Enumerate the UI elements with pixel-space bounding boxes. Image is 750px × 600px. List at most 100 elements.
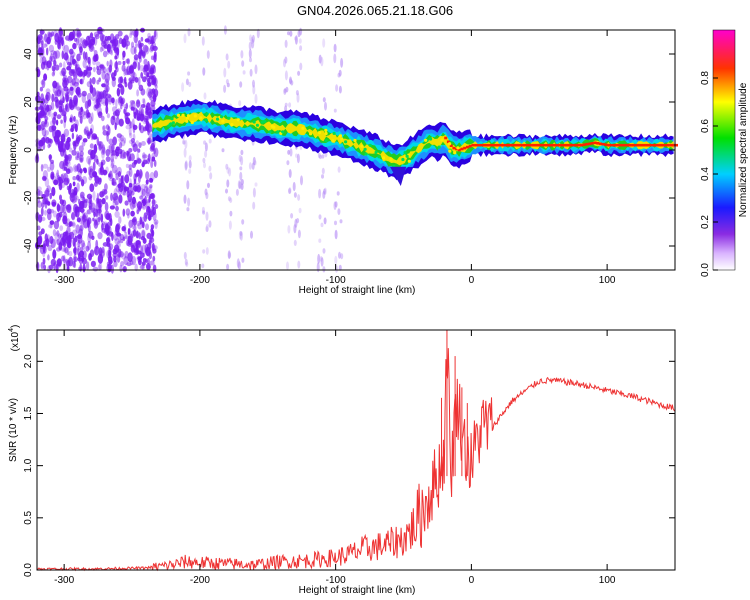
noise-blob: [41, 56, 47, 65]
noise-blob: [144, 191, 151, 198]
noise-streak: [182, 140, 186, 145]
noise-blob: [72, 68, 76, 77]
noise-blob: [96, 106, 102, 117]
noise-blob: [66, 226, 71, 235]
noise-blob: [123, 67, 126, 77]
noise-blob: [108, 64, 113, 73]
noise-blob: [77, 239, 81, 248]
noise-streak: [297, 260, 301, 269]
noise-blob: [73, 85, 77, 92]
noise-blob: [143, 69, 148, 76]
noise-blob: [124, 231, 128, 240]
noise-streak: [319, 154, 322, 160]
noise-blob: [151, 242, 155, 252]
ridge-hotspot: [281, 130, 285, 134]
noise-streak: [249, 57, 252, 63]
noise-blob: [75, 156, 79, 161]
noise-blob: [132, 61, 137, 70]
ridge-core-cell: [588, 142, 592, 146]
noise-blob: [100, 248, 106, 257]
noise-blob: [91, 36, 96, 43]
noise-blob: [36, 112, 43, 118]
noise-blob: [144, 183, 148, 189]
ridge-core-cell: [566, 143, 570, 147]
ridge-core-cell: [618, 143, 621, 147]
ridge-core-cell: [612, 143, 616, 147]
noise-blob: [121, 226, 126, 232]
snr-axes: -300 -200 -100 0 100 0.0 0.5 1.0 1.5 2.0: [23, 330, 675, 586]
noise-blob: [46, 166, 51, 172]
ridge-hotspot: [268, 130, 272, 134]
noise-blob: [81, 257, 88, 265]
noise-blob: [124, 174, 130, 184]
noise-blob: [153, 30, 157, 38]
ridge-hotspot: [448, 149, 452, 153]
noise-blob: [123, 256, 129, 266]
noise-streak: [320, 222, 324, 228]
noise-streak: [334, 255, 338, 265]
noise-blob: [71, 189, 77, 198]
ridge-hotspot: [276, 130, 280, 134]
noise-streak: [321, 174, 324, 179]
colorbar: 0.0 0.2 0.4 0.6 0.8 Normalized spectral ampl…: [700, 29, 749, 277]
noise-blob: [122, 60, 126, 66]
ridge-hotspot: [216, 117, 220, 121]
noise-blob: [41, 43, 48, 48]
ridge-core-cell: [615, 143, 619, 147]
noise-blob: [63, 160, 67, 169]
ridge-core-cell: [517, 143, 521, 147]
noise-blob: [58, 27, 63, 35]
noise-blob: [105, 87, 109, 97]
noise-blob: [72, 58, 77, 65]
noise-blob: [130, 41, 135, 48]
noise-blob: [118, 76, 123, 85]
noise-blob: [118, 177, 121, 185]
snr-x-tick-label: 100: [599, 575, 616, 586]
snr-marks: [36, 330, 676, 572]
noise-streak: [225, 53, 229, 61]
noise-blob: [50, 174, 54, 180]
noise-blob: [116, 108, 121, 113]
noise-streak: [202, 67, 206, 76]
noise-blob: [73, 71, 78, 80]
noise-blob: [101, 144, 106, 154]
noise-blob: [123, 108, 126, 114]
noise-blob: [102, 169, 108, 176]
noise-streak: [300, 175, 303, 186]
noise-blob: [140, 141, 146, 146]
noise-blob: [92, 161, 96, 172]
spec-y-tick-label: 40: [23, 48, 34, 60]
noise-blob: [48, 44, 55, 53]
noise-streak: [202, 157, 206, 163]
noise-blob: [85, 245, 90, 252]
ridge-core-cell: [498, 143, 502, 147]
noise-blob: [108, 173, 111, 178]
noise-blob: [42, 110, 46, 117]
noise-blob: [72, 164, 78, 173]
noise-blob: [153, 53, 157, 63]
noise-blob: [87, 149, 94, 156]
noise-blob: [93, 49, 98, 57]
noise-blob: [76, 32, 82, 37]
noise-blob: [88, 40, 92, 49]
noise-blob: [123, 186, 130, 192]
noise-blob: [40, 46, 45, 56]
noise-blob: [140, 245, 144, 254]
noise-blob: [78, 43, 83, 50]
noise-blob: [145, 262, 151, 271]
noise-blob: [35, 66, 40, 73]
noise-blob: [112, 111, 118, 116]
noise-blob: [114, 244, 120, 253]
noise-blob: [44, 97, 49, 104]
noise-blob: [123, 137, 126, 144]
noise-blob: [127, 151, 131, 162]
ridge-core-cell: [528, 143, 532, 147]
noise-blob: [125, 163, 130, 168]
noise-blob: [64, 263, 69, 271]
noise-streak: [202, 210, 206, 215]
noise-blob: [88, 116, 93, 124]
ridge-core-cell: [585, 142, 589, 146]
noise-blob: [126, 262, 132, 267]
snr-y-tick-label: 0.0: [23, 563, 34, 577]
noise-blob: [54, 64, 60, 71]
